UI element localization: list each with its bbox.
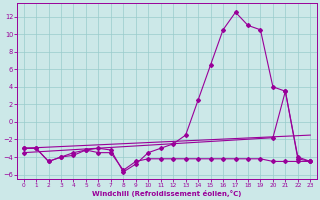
X-axis label: Windchill (Refroidissement éolien,°C): Windchill (Refroidissement éolien,°C) — [92, 190, 242, 197]
